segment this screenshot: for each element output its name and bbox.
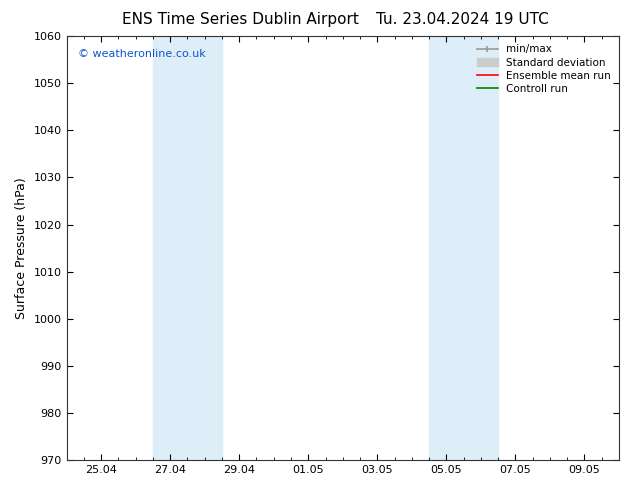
Bar <box>429 36 498 460</box>
Text: ENS Time Series Dublin Airport: ENS Time Series Dublin Airport <box>122 12 359 27</box>
Legend: min/max, Standard deviation, Ensemble mean run, Controll run: min/max, Standard deviation, Ensemble me… <box>474 41 614 97</box>
Text: Tu. 23.04.2024 19 UTC: Tu. 23.04.2024 19 UTC <box>377 12 549 27</box>
Bar <box>153 36 222 460</box>
Y-axis label: Surface Pressure (hPa): Surface Pressure (hPa) <box>15 177 28 319</box>
Text: © weatheronline.co.uk: © weatheronline.co.uk <box>77 49 205 59</box>
